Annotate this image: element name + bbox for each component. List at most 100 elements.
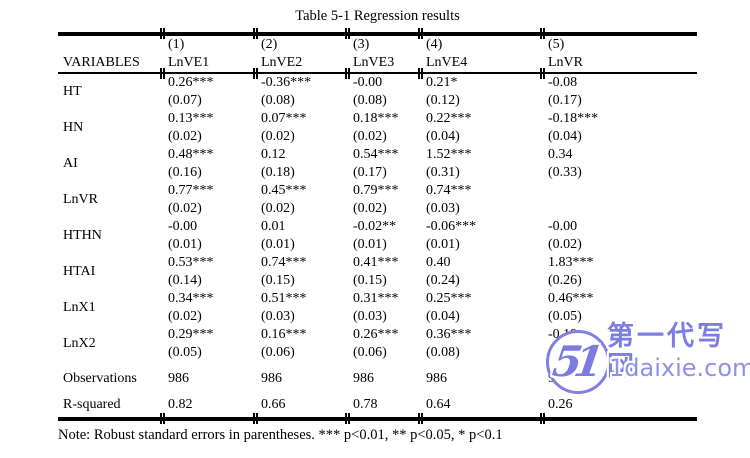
se-cell: (0.15) [353,273,387,288]
border-tick [540,413,542,424]
se-cell: (0.33) [548,165,582,180]
stat-value: 986 [261,371,282,386]
row-label: HN [63,120,84,135]
se-cell: (0.05) [168,345,202,360]
coef-cell: 0.22*** [426,111,472,126]
se-cell: (0.14) [168,273,202,288]
stat-value: 0.78 [353,397,378,412]
se-cell: (0.06) [353,345,387,360]
coef-cell: 0.31*** [353,291,399,306]
se-cell: (0.17) [353,165,387,180]
border-tick [160,28,162,39]
border-tick [345,413,347,424]
stat-value: 986 [353,371,374,386]
col-name: LnVE4 [426,54,468,70]
se-cell: (0.02) [168,309,202,324]
se-cell: (0.02) [548,237,582,252]
row-label: HT [63,84,82,99]
coef-cell: 0.53*** [168,255,214,270]
coef-cell: 0.12 [261,147,286,162]
stat-label: R-squared [63,397,121,412]
coef-cell: 0.18*** [353,111,399,126]
se-cell: (0.08) [353,93,387,108]
coef-cell: 0.45*** [261,183,307,198]
table-row-group: HTHN -0.00 0.01 -0.02** -0.06*** -0.00 (… [58,218,697,254]
watermark-logo-text: 51 [549,337,599,386]
stat-label: Observations [63,371,137,386]
row-label: AI [63,156,78,171]
coef-cell: 0.48*** [168,147,214,162]
coef-cell: -0.00 [548,219,578,234]
col-number: (2) [261,36,278,52]
col-name: LnVE1 [168,54,210,70]
se-cell: (0.15) [261,273,295,288]
se-cell: (0.03) [353,309,387,324]
se-cell: (0.01) [353,237,387,252]
coef-cell: 0.41*** [353,255,399,270]
coef-cell [540,182,697,200]
border-tick [418,28,420,39]
coef-cell: -0.00 [168,219,198,234]
coef-cell: -0.08 [548,75,578,90]
coef-cell: -0.02** [353,219,397,234]
col-name: LnVE3 [353,54,395,70]
coef-cell: -0.18*** [548,111,599,126]
coef-cell: 0.40 [426,255,451,270]
se-cell: (0.02) [261,129,295,144]
se-cell: (0.05) [548,309,582,324]
table-header: (1) (2) (3) (4) (5) VARIABLES LnVE1 LnVE… [58,36,697,72]
coef-cell: 0.36*** [426,327,472,342]
se-cell: (0.04) [426,309,460,324]
se-cell: (0.04) [548,129,582,144]
table-row-group: AI 0.48*** 0.12 0.54*** 1.52*** 0.34 (0.… [58,146,697,182]
border-tick [418,67,420,79]
se-cell: (0.03) [261,309,295,324]
se-cell: (0.08) [426,345,460,360]
se-cell: (0.24) [426,273,460,288]
coef-cell: -0.00 [353,75,383,90]
watermark-site-name: 第一代写网 [607,321,727,382]
table-row-group: HN 0.13*** 0.07*** 0.18*** 0.22*** -0.18… [58,110,697,146]
coef-cell: 0.16*** [261,327,307,342]
col-number: (5) [548,36,565,52]
coef-cell: 0.46*** [548,291,594,306]
coef-cell: 0.79*** [353,183,399,198]
stat-value: 986 [168,371,189,386]
row-label: HTHN [63,228,102,243]
coef-cell: 0.29*** [168,327,214,342]
coef-cell: 0.34*** [168,291,214,306]
watermark-logo-icon: 51 [546,330,610,394]
se-cell: (0.03) [426,201,460,216]
se-cell: (0.18) [261,165,295,180]
se-cell: (0.01) [168,237,202,252]
border-tick [540,67,542,79]
document-page: Table 5-1 Regression results (1) (2) (3)… [58,6,697,445]
border-tick [160,67,162,79]
se-cell: (0.06) [261,345,295,360]
table-title: Table 5-1 Regression results [295,8,460,24]
stat-value: 0.64 [426,397,451,412]
se-cell: (0.02) [261,201,295,216]
border-tick [253,28,255,39]
se-cell: (0.16) [168,165,202,180]
se-cell: (0.02) [168,201,202,216]
header-empty-cell [58,36,160,54]
coef-cell: 1.83*** [548,255,594,270]
se-cell: (0.31) [426,165,460,180]
col-number: (3) [353,36,370,52]
coef-cell: 0.77*** [168,183,214,198]
border-tick [540,28,542,39]
regression-table: (1) (2) (3) (4) (5) VARIABLES LnVE1 LnVE… [58,28,697,424]
coef-cell: 0.26*** [168,75,214,90]
coef-cell: 0.34 [548,147,573,162]
se-cell: (0.08) [261,93,295,108]
row-label: HTAI [63,264,96,279]
col-name: LnVR [548,54,583,70]
table-row-group: HTAI 0.53*** 0.74*** 0.41*** 0.40 1.83**… [58,254,697,290]
se-cell: (0.12) [426,93,460,108]
col-name: LnVE2 [261,54,303,70]
coef-cell: 0.74*** [426,183,472,198]
coef-cell: 0.07*** [261,111,307,126]
row-label: LnVR [63,192,98,207]
border-tick [253,413,255,424]
